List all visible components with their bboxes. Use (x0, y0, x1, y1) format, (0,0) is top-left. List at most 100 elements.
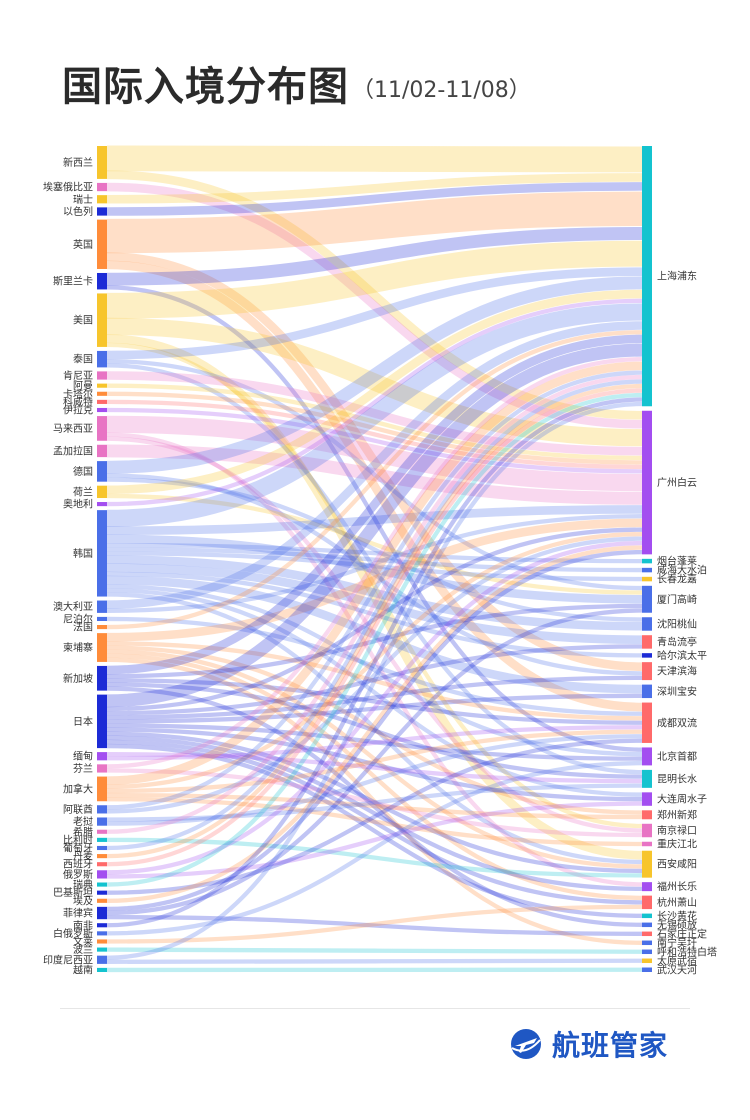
source-node[interactable] (97, 694, 107, 749)
source-node[interactable] (97, 752, 107, 761)
source-label: 菲律宾 (63, 907, 93, 920)
source-node[interactable] (97, 947, 107, 952)
target-node[interactable] (642, 617, 652, 631)
source-node[interactable] (97, 600, 107, 613)
source-node[interactable] (97, 350, 107, 368)
sankey-link (106, 734, 643, 826)
source-label: 印度尼西亚 (43, 953, 93, 966)
source-node[interactable] (97, 502, 107, 507)
target-node[interactable] (642, 931, 652, 937)
target-node[interactable] (642, 810, 652, 820)
source-node[interactable] (97, 862, 107, 867)
source-node[interactable] (97, 371, 107, 380)
source-node[interactable] (97, 182, 107, 192)
target-node[interactable] (642, 958, 652, 964)
source-label: 巴基斯坦 (53, 886, 93, 899)
source-node[interactable] (97, 416, 107, 441)
source-node[interactable] (97, 845, 107, 851)
source-node[interactable] (97, 906, 107, 920)
target-label: 哈尔滨太平 (657, 649, 707, 662)
source-node[interactable] (97, 616, 107, 622)
target-node[interactable] (642, 967, 652, 972)
source-node[interactable] (97, 931, 107, 936)
source-node[interactable] (97, 776, 107, 802)
source-node[interactable] (97, 939, 107, 944)
source-node[interactable] (97, 219, 107, 269)
source-node[interactable] (97, 625, 107, 630)
target-node[interactable] (642, 792, 652, 806)
source-node[interactable] (97, 461, 107, 482)
source-label: 葡萄牙 (63, 841, 93, 854)
target-node[interactable] (642, 558, 652, 564)
source-node[interactable] (97, 817, 107, 826)
source-node[interactable] (97, 195, 107, 204)
target-node[interactable] (642, 662, 652, 681)
target-label: 郑州新郑 (657, 808, 697, 821)
source-node[interactable] (97, 391, 107, 396)
source-node[interactable] (97, 207, 107, 216)
source-label: 阿联酋 (63, 803, 93, 816)
target-node[interactable] (642, 769, 652, 788)
source-label: 柬埔寨 (63, 641, 93, 654)
source-node[interactable] (97, 837, 107, 842)
source-label: 比利时 (63, 834, 93, 846)
sankey-link (106, 551, 643, 582)
source-node[interactable] (97, 890, 107, 895)
target-node[interactable] (642, 585, 652, 613)
target-node[interactable] (642, 702, 652, 743)
source-node[interactable] (97, 882, 107, 887)
source-node[interactable] (97, 805, 107, 814)
target-node[interactable] (642, 576, 652, 582)
source-node[interactable] (97, 955, 107, 964)
target-node[interactable] (642, 882, 652, 892)
source-node[interactable] (97, 272, 107, 290)
brand-logo[interactable]: 航班管家 (508, 1024, 668, 1064)
target-node[interactable] (642, 922, 652, 928)
sankey-link (106, 678, 643, 725)
source-node[interactable] (97, 665, 107, 691)
target-node[interactable] (642, 850, 652, 878)
source-node[interactable] (97, 293, 107, 347)
sankey-link (106, 532, 643, 789)
source-node[interactable] (97, 383, 107, 388)
sankey-link (106, 527, 643, 712)
source-label: 新西兰 (63, 156, 93, 169)
target-label: 威海大水泊 (657, 564, 707, 577)
target-node[interactable] (642, 684, 652, 699)
source-node[interactable] (97, 898, 107, 903)
source-node[interactable] (97, 407, 107, 413)
target-node[interactable] (642, 146, 652, 407)
target-node[interactable] (642, 940, 652, 946)
target-node[interactable] (642, 949, 652, 955)
source-label: 新加坡 (63, 672, 93, 685)
target-node[interactable] (642, 653, 652, 658)
target-label: 厦门高崎 (657, 593, 697, 606)
source-node[interactable] (97, 399, 107, 404)
source-label: 英国 (73, 238, 93, 251)
target-node[interactable] (642, 823, 652, 838)
source-node[interactable] (97, 967, 107, 972)
source-node[interactable] (97, 444, 107, 458)
source-node[interactable] (97, 510, 107, 597)
source-node[interactable] (97, 854, 107, 859)
source-node[interactable] (97, 146, 107, 179)
source-node[interactable] (97, 764, 107, 773)
source-node[interactable] (97, 829, 107, 834)
sankey-link (106, 584, 643, 757)
target-node[interactable] (642, 747, 652, 766)
source-node[interactable] (97, 923, 107, 928)
source-node[interactable] (97, 633, 107, 662)
page-subtitle: （11/02-11/08） (352, 78, 531, 103)
target-node[interactable] (642, 567, 652, 573)
source-label: 埃及 (73, 894, 93, 907)
target-node[interactable] (642, 635, 652, 649)
source-label: 荷兰 (73, 485, 93, 498)
sankey-link (106, 392, 643, 887)
sankey-link (106, 191, 643, 254)
source-node[interactable] (97, 870, 107, 879)
target-node[interactable] (642, 895, 652, 910)
target-node[interactable] (642, 841, 652, 847)
source-node[interactable] (97, 485, 107, 499)
target-node[interactable] (642, 913, 652, 919)
target-node[interactable] (642, 410, 652, 555)
